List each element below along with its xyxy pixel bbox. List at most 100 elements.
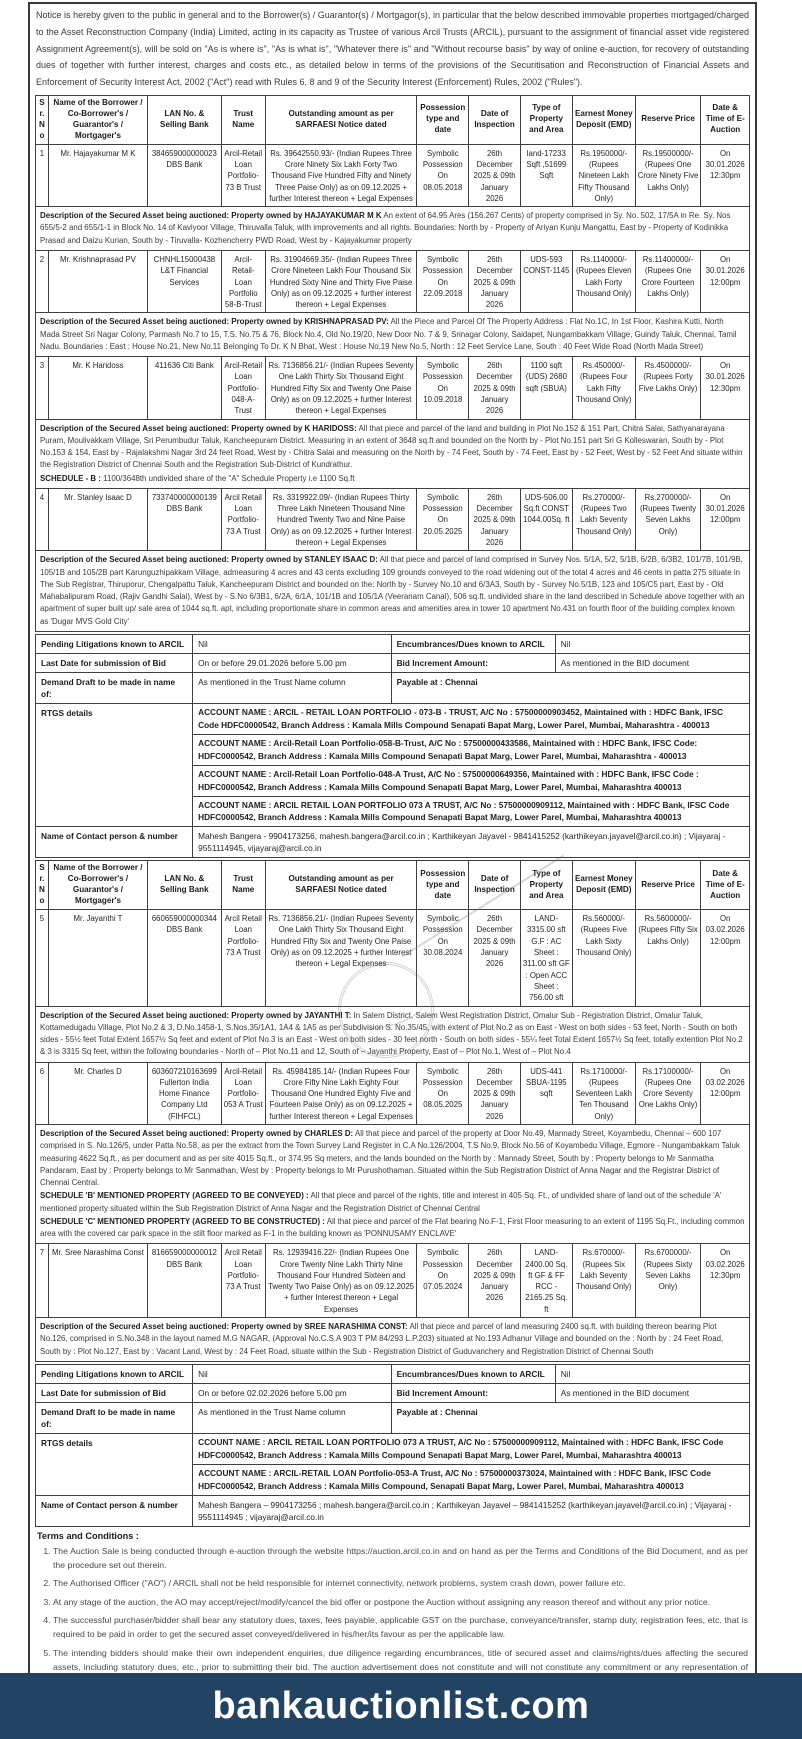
trust-cell: Arcil Retail Loan Portfolio-73 A Trust xyxy=(220,1243,266,1319)
lot-description-row-6: Description of the Secured Asset being a… xyxy=(35,1123,750,1245)
emd-cell: Rs.1710000/- (Rupees Seventeen Lakh Ten … xyxy=(571,1061,636,1126)
sr-cell: 1 xyxy=(35,143,49,208)
header-borrower: Name of the Borrower / Co-Borrower's / G… xyxy=(47,94,149,145)
demand-draft-row: Demand Draft to be made in name of: As m… xyxy=(34,1401,751,1434)
description-body: All the Piece and Parcel Of The Property… xyxy=(40,317,737,351)
outstanding-cell: Rs. 7136856.21/- (Indian Rupees Seventy … xyxy=(264,909,418,1007)
possession-cell: Symbolic Possession On 07.05.2024 xyxy=(416,1243,470,1319)
description-body: All that piece and parcel of land measur… xyxy=(40,1322,724,1356)
property-cell: LAND-3315.00 sft G.F : AC Sheet : 311.00… xyxy=(519,909,573,1007)
header-auction: Date & Time of E-Auction xyxy=(700,860,750,911)
inspection-cell: 26th December 2025 & 09th January 2026 xyxy=(468,143,521,208)
trust-cell: Arcil-Retail Loan Portfolio-048-A-Trust xyxy=(220,356,266,420)
description-title: Description of the Secured Asset being a… xyxy=(40,423,357,433)
outstanding-cell: Rs. 12939416.22/- (Indian Rupees One Cro… xyxy=(264,1243,418,1319)
rtgs-account: ACCOUNT NAME : ARCIL - RETAIL LOAN PORTF… xyxy=(193,704,749,735)
demand-draft-row: Demand Draft to be made in name of: As m… xyxy=(34,671,751,704)
demand-draft-label: Demand Draft to be made in name of: xyxy=(34,671,194,704)
inspection-cell: 26th December 2025 & 09th January 2026 xyxy=(468,356,521,420)
lot-description-row-7: Description of the Secured Asset being a… xyxy=(35,1317,750,1362)
auction-cell: On 30.01.2026 12:00pm xyxy=(700,487,750,552)
footer-bar: bankauctionlist.com xyxy=(0,1673,802,1739)
rtgs-label: RTGS details xyxy=(34,1432,194,1496)
inspection-cell: 26th December 2025 & 09th January 2026 xyxy=(468,487,521,552)
description-body: All that piece and parcel of the land an… xyxy=(40,423,743,470)
info-table-2: Pending Litigations known to ARCIL Nil E… xyxy=(34,1363,751,1527)
header-inspection: Date of Inspection xyxy=(468,94,521,145)
rtgs-row: RTGS details CCOUNT NAME : ARCIL RETAIL … xyxy=(34,1432,750,1496)
term-item: The Authorised Officer ("AO") / ARCIL sh… xyxy=(53,1576,748,1590)
table-header-row: Sr. No Name of the Borrower / Co-Borrowe… xyxy=(35,94,750,145)
inspection-cell: 26th December 2025 & 09th January 2026 xyxy=(468,1061,521,1126)
header-borrower: Name of the Borrower / Co-Borrower's / G… xyxy=(47,860,149,911)
borrower-cell: Mr. Krishnaprasad PV xyxy=(47,249,149,314)
bid-increment-value: As mentioned in the BID document xyxy=(554,652,751,673)
lan-cell: 733740000000139 DBS Bank xyxy=(147,487,222,552)
rtgs-row: RTGS details ACCOUNT NAME : ARCIL - RETA… xyxy=(34,702,750,828)
description-title: Description of the Secured Asset being a… xyxy=(40,1129,354,1138)
inspection-cell: 26th December 2025 & 09th January 2026 xyxy=(468,249,521,314)
payable-at-value: Payable at : Chennai xyxy=(390,1401,751,1434)
description-paragraph: Description of the Secured Asset being a… xyxy=(40,1128,745,1189)
sr-cell: 2 xyxy=(35,249,49,314)
borrower-cell: Mr. K Haridoss xyxy=(47,356,149,420)
outstanding-cell: Rs. 31904669.35/- (Indian Rupees Three C… xyxy=(264,249,418,314)
property-cell: land-17233 Sqft ,51699 Sqft xyxy=(519,143,573,208)
sr-cell: 4 xyxy=(35,487,49,552)
lot-row-1: 1 Mr. Hajayakumar M K 384659000000023 DB… xyxy=(35,143,750,208)
term-item: The successful purchaser/bidder shall be… xyxy=(53,1613,748,1642)
outstanding-cell: Rs. 39642550.93/- (Indian Rupees Three C… xyxy=(264,143,418,208)
pending-litigations-row: Pending Litigations known to ARCIL Nil E… xyxy=(34,633,751,654)
lot-description-row-3: Description of the Secured Asset being a… xyxy=(35,418,750,489)
auction-cell: On 30.01.2026 12:00pm xyxy=(700,249,750,314)
notice-document: Notice is hereby given to the public in … xyxy=(28,2,757,1739)
trust-cell: Arcil Retail Loan Portfolio-73 A Trust xyxy=(220,909,266,1007)
outstanding-cell: Rs. 45984185.14/- (Indian Rupees Four Cr… xyxy=(264,1061,418,1126)
rtgs-label: RTGS details xyxy=(34,702,194,828)
possession-cell: Symbolic Possession On 22.09.2018 xyxy=(416,249,470,314)
header-possession: Possession type and date xyxy=(416,94,470,145)
table-header-row: Sr. No Name of the Borrower / Co-Borrowe… xyxy=(35,860,750,911)
header-auction: Date & Time of E-Auction xyxy=(700,94,750,145)
trust-cell: Arcil Retail Loan Portfolio-73 A Trust xyxy=(220,487,266,552)
auction-cell: On 03.02.2026 12:00pm xyxy=(700,1061,750,1126)
borrower-cell: Mr. Sree Narashima Const xyxy=(47,1243,149,1319)
site-link[interactable]: bankauctionlist.com xyxy=(212,1684,590,1727)
rtgs-account: ACCOUNT NAME : ARCIL RETAIL LOAN PORTFOL… xyxy=(198,800,730,823)
emd-cell: Rs.1950000/- (Rupees Nineteen Lakh Fifty… xyxy=(571,143,636,208)
auction-cell: On 03.02.2026 12:30pm xyxy=(700,1243,750,1319)
possession-cell: Symbolic Possession On 30.08.2024 xyxy=(416,909,470,1007)
sr-cell: 5 xyxy=(35,909,49,1007)
trust-cell: Arcil-Retail Loan Portfolio-73 B Trust xyxy=(220,143,266,208)
description-body: All that piece and parcel of the propert… xyxy=(40,1129,740,1187)
header-trust: Trust Name xyxy=(220,860,266,911)
last-date-value: On or before 02.02.2026 before 5.00 pm xyxy=(192,1382,392,1403)
header-property: Type of Property and Area xyxy=(519,94,573,145)
header-sr: Sr. No xyxy=(35,860,49,911)
auction-cell: On 30.01.2026 12:30pm xyxy=(700,143,750,208)
description-body: An extent of 64.95 Ares (156.267 Cents) … xyxy=(40,211,731,245)
borrower-cell: Mr. Stanley Isaac D xyxy=(47,487,149,552)
bid-increment-label: Bid Increment Amount: xyxy=(390,652,556,673)
contact-row: Name of Contact person & number Mahesh B… xyxy=(34,1494,750,1527)
possession-cell: Symbolic Possession On 10.09.2018 xyxy=(416,356,470,420)
lan-cell: 384659000000023 DBS Bank xyxy=(147,143,222,208)
borrower-cell: Mr. Hajayakumar M K xyxy=(47,143,149,208)
reserve-cell: Rs.11400000/- (Rupees One Crore Fourteen… xyxy=(634,249,702,314)
last-date-label: Last Date for submission of Bid xyxy=(34,1382,194,1403)
encumbrances-value: Nil xyxy=(554,633,751,654)
description-title: Description of the Secured Asset being a… xyxy=(40,211,382,221)
lan-cell: 603607210163699 Fullerton India Home Fin… xyxy=(147,1061,222,1126)
emd-cell: Rs.560000/- (Rupees Five Lakh Sixty Thou… xyxy=(571,909,636,1007)
possession-cell: Symbolic Possession On 08.05.2018 xyxy=(416,143,470,208)
sr-cell: 3 xyxy=(35,356,49,420)
rtgs-account: ACCOUNT NAME : ARCIL-RETAIL LOAN Portfol… xyxy=(198,1468,711,1491)
description-title: Description of the Secured Asset being a… xyxy=(40,555,378,565)
header-property: Type of Property and Area xyxy=(519,860,573,911)
lot-description-row-4: Description of the Secured Asset being a… xyxy=(35,550,750,632)
terms-title: Terms and Conditions : xyxy=(37,1530,139,1541)
lan-cell: CHNHL15000438 L&T Financial Services xyxy=(147,249,222,314)
header-inspection: Date of Inspection xyxy=(468,860,521,911)
lot-description-row-5: Description of the Secured Asset being a… xyxy=(35,1005,750,1063)
